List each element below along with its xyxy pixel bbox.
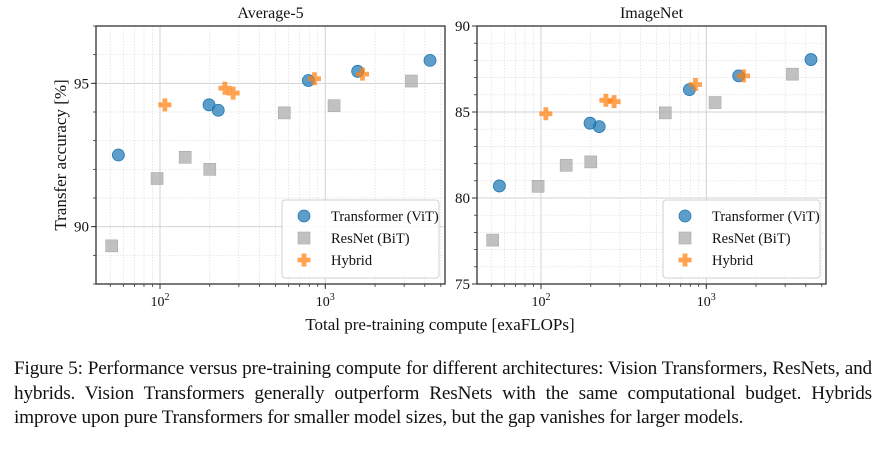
legend-box (662, 199, 821, 279)
point-vit (804, 53, 818, 66)
legend-label: Hybrid (712, 253, 754, 269)
point-hybrid (226, 86, 240, 100)
legend-label: Transformer (ViT) (712, 209, 820, 225)
point-bit (584, 155, 598, 169)
x-tick-label: 102 (151, 292, 170, 310)
legend-marker-square (678, 231, 692, 245)
legend: Transformer (ViT) ResNet (BiT) Hybrid (281, 199, 440, 279)
point-bit (278, 106, 291, 120)
point-vit (111, 148, 125, 162)
legend-marker-circle (297, 209, 311, 223)
legend-marker-plus (297, 253, 311, 267)
axes-frame (95, 25, 446, 285)
point-hybrid (158, 98, 172, 112)
legend-label: Transformer (ViT) (331, 209, 439, 225)
point-bit (203, 163, 217, 176)
point-vit (592, 120, 606, 134)
point-bit (150, 172, 164, 185)
x-axis-label: Total pre-training compute [exaFLOPs] (305, 315, 574, 334)
panel-title: Average-5 (237, 5, 303, 22)
legend-marker-plus (678, 253, 692, 267)
legend-label: Hybrid (331, 253, 373, 269)
y-tick-label: 75 (455, 277, 470, 293)
point-hybrid (539, 107, 553, 121)
point-bit (405, 74, 418, 88)
panel-average-5: 102 103 90 95 Average-5 Transformer (ViT) ResN… (74, 5, 446, 310)
point-hybrid (599, 93, 613, 107)
point-bit (327, 99, 341, 112)
x-tick-label: 102 (532, 292, 551, 310)
legend-marker-square (297, 231, 311, 245)
legend-label: ResNet (BiT) (331, 231, 410, 247)
point-hybrid (307, 72, 321, 86)
legend: Transformer (ViT) ResNet (BiT) Hybrid (662, 199, 821, 279)
point-vit (423, 54, 437, 67)
point-bit (708, 96, 722, 109)
point-hybrid (218, 81, 232, 95)
point-bit (105, 239, 118, 253)
y-tick-label: 95 (74, 76, 89, 92)
figure-caption: Figure 5: Performance versus pre-trainin… (14, 358, 872, 429)
point-bit (486, 233, 499, 247)
point-vit (211, 103, 225, 117)
x-tick-label: 103 (316, 292, 335, 310)
y-tick-label: 90 (455, 19, 470, 35)
axes-frame (476, 25, 827, 285)
point-hybrid (356, 67, 370, 81)
point-bit (659, 106, 672, 120)
x-tick-label: 103 (697, 292, 716, 310)
point-bit (559, 159, 573, 172)
legend-box (281, 199, 440, 279)
y-tick-label: 85 (455, 105, 470, 121)
legend-label: ResNet (BiT) (712, 231, 791, 247)
point-hybrid (688, 77, 702, 91)
point-bit (786, 67, 799, 81)
point-hybrid (607, 95, 621, 109)
point-bit (531, 180, 545, 193)
point-vit (492, 179, 506, 193)
panel-title: ImageNet (620, 5, 684, 22)
y-tick-label: 90 (74, 220, 89, 236)
legend-marker-circle (678, 209, 692, 223)
figure-canvas: 102 103 90 95 Average-5 Transformer (ViT) ResN… (51, 5, 827, 334)
y-axis-label: Transfer accuracy [%] (51, 79, 70, 230)
y-tick-label: 80 (455, 191, 470, 207)
panel-imagenet: 102 103 75 80 85 90 ImageNet Transformer (ViT) R… (455, 5, 827, 310)
point-hybrid (737, 69, 751, 83)
point-bit (178, 150, 192, 164)
